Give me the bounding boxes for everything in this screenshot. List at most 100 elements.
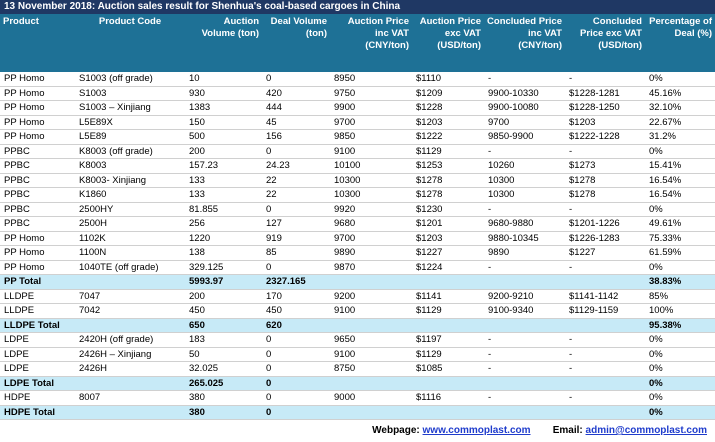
email-link[interactable]: admin@commoplast.com — [585, 425, 707, 436]
cell: 45.16% — [645, 86, 715, 101]
cell: 7047 — [75, 289, 185, 304]
cell: 0% — [645, 361, 715, 377]
cell: $1209 — [412, 86, 484, 101]
cell: $1227 — [412, 245, 484, 261]
cell: 0% — [645, 332, 715, 348]
cell: 24.23 — [262, 158, 330, 174]
cell: - — [484, 72, 565, 87]
cell: K8003 (off grade) — [75, 144, 185, 159]
cell: - — [484, 332, 565, 348]
cell: 2500HY — [75, 202, 185, 217]
cell: 0 — [262, 202, 330, 217]
cell: 16.54% — [645, 173, 715, 188]
total-label: LDPE Total — [0, 376, 185, 391]
cell: 49.61% — [645, 216, 715, 232]
cell: 75.33% — [645, 231, 715, 246]
header-cell: Product Code — [75, 14, 185, 72]
cell: 0% — [645, 72, 715, 87]
header-cell: Concluded Price exc VAT (USD/ton) — [565, 14, 645, 72]
empty-cell — [412, 318, 484, 333]
cell: PPBC — [0, 187, 75, 203]
cell: 81.855 — [185, 202, 262, 217]
footer: Webpage: www.commoplast.com Email: admin… — [372, 425, 707, 436]
cell: 9680 — [330, 216, 412, 232]
cell: LLDPE — [0, 303, 75, 319]
cell: 50 — [185, 347, 262, 362]
cell: $1085 — [412, 361, 484, 377]
cell: 9700 — [330, 115, 412, 130]
total-auction-volume: 5993.97 — [185, 274, 262, 290]
data-row: PP Homo 1102K 1220 919 9700 $1203 9880-10345 $1… — [0, 231, 715, 246]
cell: PP Homo — [0, 129, 75, 145]
cell: 0% — [645, 202, 715, 217]
cell: K8003 — [75, 158, 185, 174]
cell: 9890 — [484, 245, 565, 261]
cell: - — [484, 361, 565, 377]
cell: 183 — [185, 332, 262, 348]
empty-cell — [484, 274, 565, 290]
cell: 32.10% — [645, 100, 715, 116]
cell: 9650 — [330, 332, 412, 348]
data-row: PPBC 2500HY 81.855 0 9920 $1230- -0% — [0, 202, 715, 217]
data-row: PP Homo S1003 (off grade) 10 0 8950 $1110- -0% — [0, 72, 715, 87]
cell: - — [565, 144, 645, 159]
cell: K1860 — [75, 187, 185, 203]
cell: $1129 — [412, 303, 484, 319]
cell: 9000 — [330, 390, 412, 406]
data-row: HDPE 8007 380 0 9000 $1116- -0% — [0, 390, 715, 406]
cell: 0% — [645, 390, 715, 406]
cell: 156 — [262, 129, 330, 145]
cell: 450 — [185, 303, 262, 319]
cell: - — [565, 260, 645, 275]
cell: 8007 — [75, 390, 185, 406]
cell: 16.54% — [645, 187, 715, 203]
total-percentage: 38.83% — [645, 274, 715, 290]
cell: 22 — [262, 173, 330, 188]
cell: $1129-1159 — [565, 303, 645, 319]
cell: $1278 — [412, 187, 484, 203]
cell: $1129 — [412, 347, 484, 362]
empty-cell — [412, 405, 484, 420]
cell: 9890 — [330, 245, 412, 261]
cell: 380 — [185, 390, 262, 406]
cell: S1003 – Xinjiang — [75, 100, 185, 116]
empty-cell — [330, 376, 412, 391]
cell: 9920 — [330, 202, 412, 217]
cell: LDPE — [0, 332, 75, 348]
webpage-link[interactable]: www.commoplast.com — [422, 425, 531, 436]
cell: 450 — [262, 303, 330, 319]
cell: $1110 — [412, 72, 484, 87]
cell: PP Homo — [0, 260, 75, 275]
cell: - — [565, 332, 645, 348]
cell: - — [565, 361, 645, 377]
cell: 22.67% — [645, 115, 715, 130]
cell: 1383 — [185, 100, 262, 116]
cell: PP Homo — [0, 245, 75, 261]
cell: 127 — [262, 216, 330, 232]
cell: 0% — [645, 260, 715, 275]
cell: 2500H — [75, 216, 185, 232]
empty-cell — [412, 376, 484, 391]
cell: - — [484, 202, 565, 217]
empty-cell — [330, 318, 412, 333]
cell: 9900-10330 — [484, 86, 565, 101]
table-body: PP Homo S1003 (off grade) 10 0 8950 $1110- -0%… — [0, 72, 715, 420]
cell: LDPE — [0, 347, 75, 362]
cell: 85 — [262, 245, 330, 261]
total-deal-volume: 0 — [262, 376, 330, 391]
empty-cell — [330, 274, 412, 290]
cell: $1227 — [565, 245, 645, 261]
cell: 157.23 — [185, 158, 262, 174]
cell: 420 — [262, 86, 330, 101]
total-row: LDPE Total 265.025 0 0% — [0, 376, 715, 391]
cell: 9200 — [330, 289, 412, 304]
data-row: LLDPE 7042 450 450 9100 $1129 9100-9340 $1129-1… — [0, 303, 715, 319]
cell: 0 — [262, 361, 330, 377]
cell: L5E89 — [75, 129, 185, 145]
total-deal-volume: 0 — [262, 405, 330, 420]
cell: 0 — [262, 144, 330, 159]
cell: 9680-9880 — [484, 216, 565, 232]
cell: 45 — [262, 115, 330, 130]
cell: - — [565, 202, 645, 217]
